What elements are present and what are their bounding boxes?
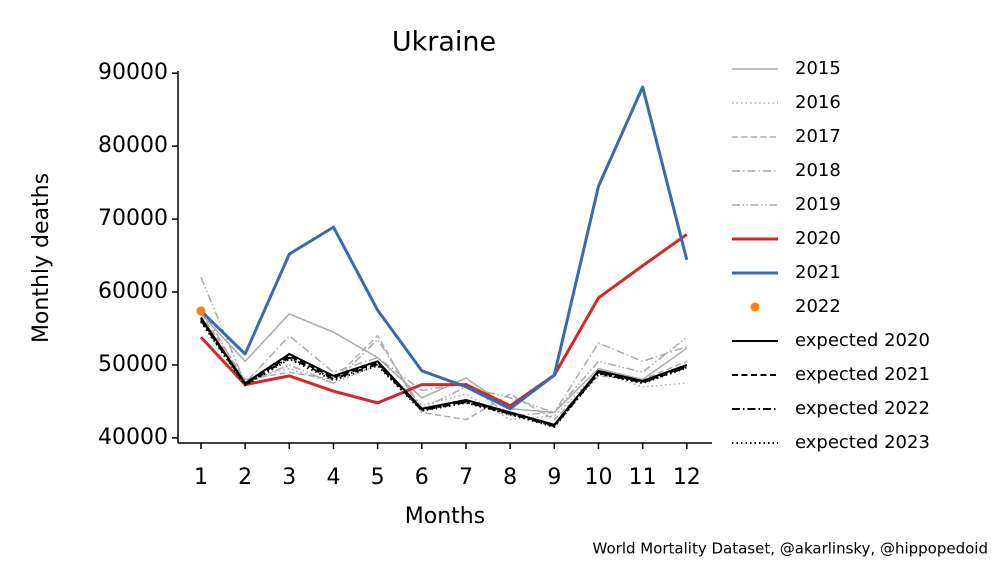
legend-label: expected 2020 xyxy=(795,330,930,351)
series-line xyxy=(200,321,688,428)
series-line xyxy=(200,277,688,414)
y-tick-label: 80000 xyxy=(98,133,168,158)
y-tick-label: 90000 xyxy=(98,60,168,85)
legend-label: expected 2023 xyxy=(795,432,930,453)
y-tick-label: 70000 xyxy=(98,206,168,231)
legend-label: expected 2022 xyxy=(795,398,930,419)
legend-label: 2016 xyxy=(795,92,841,113)
x-tick-label: 7 xyxy=(459,465,473,490)
x-tick-label: 3 xyxy=(282,465,296,490)
series-line xyxy=(200,313,688,421)
chart-title: Ukraine xyxy=(392,27,496,58)
legend-label: 2022 xyxy=(795,296,841,317)
x-axis-label: Months xyxy=(405,504,485,529)
x-tick-label: 5 xyxy=(371,465,385,490)
legend-label: 2018 xyxy=(795,160,841,181)
x-tick-label: 8 xyxy=(503,465,517,490)
x-tick-label: 9 xyxy=(547,465,561,490)
series-line xyxy=(200,306,688,417)
y-tick-label: 50000 xyxy=(98,352,168,377)
series-line xyxy=(199,233,688,408)
legend-label: 2017 xyxy=(795,126,841,147)
y-axis-label: Monthly deaths xyxy=(29,173,54,343)
x-tick-label: 12 xyxy=(673,465,701,490)
series-line xyxy=(200,313,688,414)
x-tick-label: 11 xyxy=(629,465,657,490)
x-tick-label: 6 xyxy=(415,465,429,490)
x-tick-label: 1 xyxy=(194,465,208,490)
legend-label: 2015 xyxy=(795,58,841,79)
legend-marker xyxy=(750,302,760,312)
legend-label: 2020 xyxy=(795,228,841,249)
x-tick-label: 2 xyxy=(238,465,252,490)
y-tick-label: 40000 xyxy=(98,425,168,450)
source-annotation: World Mortality Dataset, @akarlinsky, @h… xyxy=(593,540,988,558)
series-line xyxy=(200,316,688,426)
y-tick-label: 60000 xyxy=(98,279,168,304)
x-tick-label: 4 xyxy=(326,465,340,490)
x-tick-label: 10 xyxy=(584,465,612,490)
legend-label: expected 2021 xyxy=(795,364,930,385)
point xyxy=(196,306,206,316)
legend-label: 2021 xyxy=(795,262,841,283)
legend-label: 2019 xyxy=(795,194,841,215)
series-line xyxy=(199,85,689,411)
